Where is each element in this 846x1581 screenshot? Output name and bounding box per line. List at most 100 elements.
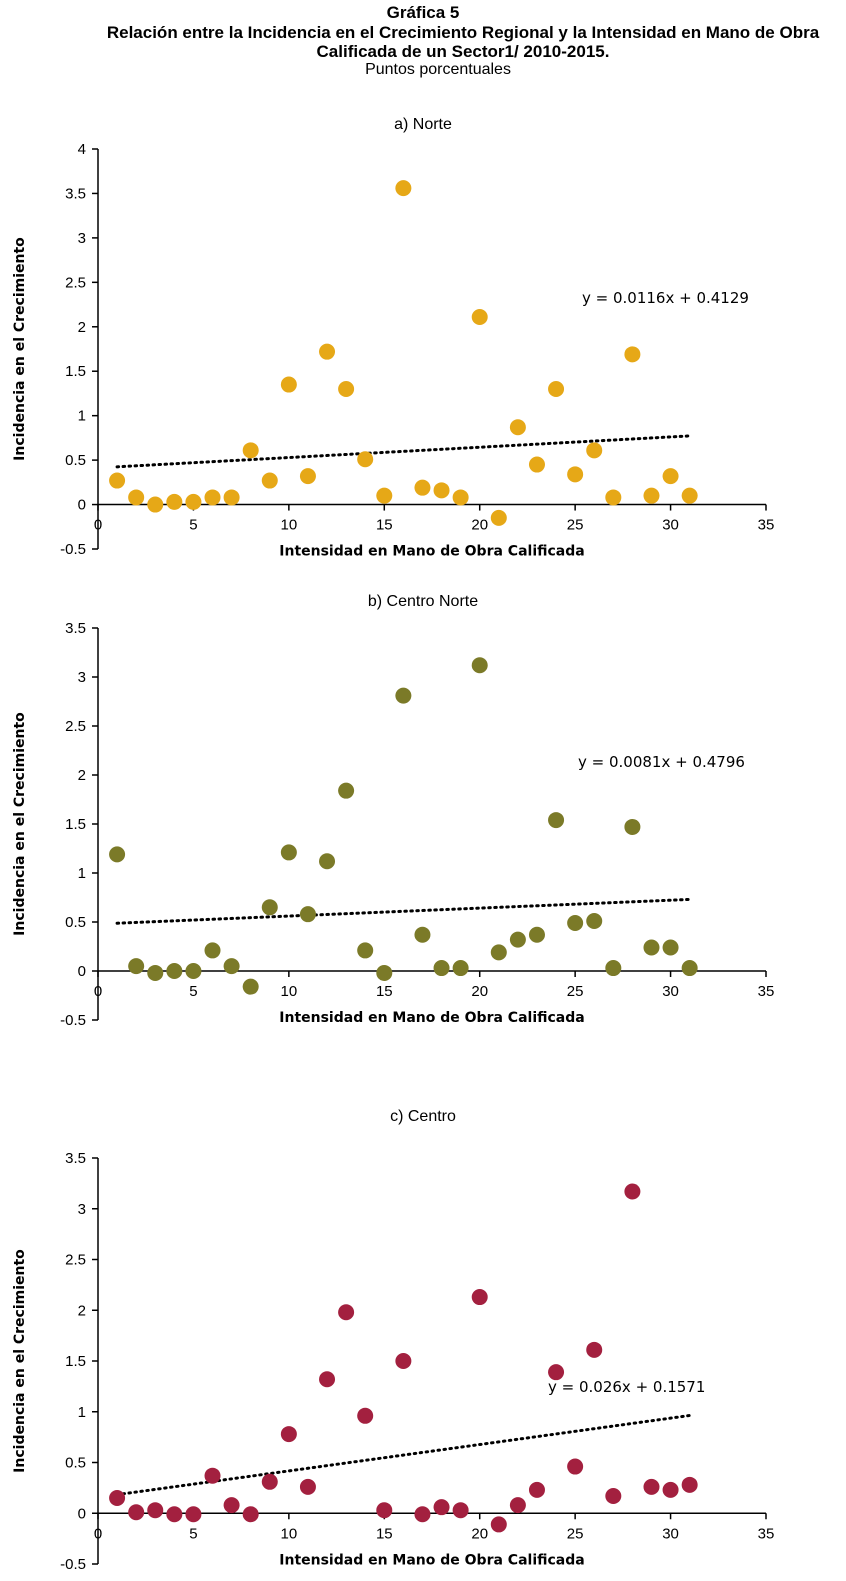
y-tick-label: 2 [78, 319, 86, 336]
data-point [528, 926, 545, 943]
data-point [299, 906, 316, 923]
y-axis-title: Incidencia en el Crecimiento [12, 1249, 28, 1473]
data-point [185, 963, 202, 979]
x-tick-label: 15 [376, 983, 393, 1000]
data-point [395, 1353, 412, 1369]
x-tick-label: 20 [471, 983, 488, 1000]
data-point [414, 1506, 431, 1523]
data-point [261, 1473, 278, 1490]
y-tick-label: 2.5 [65, 1252, 86, 1269]
data-point [395, 180, 412, 197]
data-point [280, 844, 297, 861]
data-point [147, 496, 164, 513]
y-tick-label: 1 [78, 865, 86, 882]
y-tick-label: 0 [78, 963, 86, 980]
data-point [395, 687, 412, 704]
trendline-equation: y = 0.0081x + 0.4796 [578, 753, 745, 771]
data-point [128, 489, 145, 506]
data-point [490, 1516, 507, 1533]
data-point [490, 509, 507, 526]
data-point [223, 958, 240, 975]
data-point [338, 782, 355, 799]
x-tick-label: 30 [662, 1525, 679, 1542]
data-point [605, 489, 622, 506]
scatter-chart-centro-norte: b) Centro Norte -0.5 0 0.5 1 1.5 2 2.5 3 3.5 0 5 10 1… [12, 593, 774, 1029]
data-point [357, 942, 374, 959]
x-tick-label: 0 [94, 517, 102, 534]
data-point [185, 493, 202, 510]
data-point [319, 1371, 336, 1388]
figure-subtitle: Relación entre la Incidencia en el Creci… [106, 23, 820, 61]
data-point [548, 381, 565, 397]
y-tick-label: 2.5 [65, 274, 86, 291]
data-point [681, 1476, 698, 1493]
panel-title: a) Norte [394, 116, 452, 133]
trendline [115, 897, 692, 925]
data-point [109, 1490, 126, 1507]
x-tick-label: 20 [471, 517, 488, 534]
data-point [242, 978, 259, 995]
y-tick-label: 0 [78, 1505, 86, 1522]
data-point [280, 1426, 297, 1443]
data-point [299, 468, 316, 485]
data-point [567, 914, 584, 931]
data-point [166, 493, 183, 510]
chart-header: Gráfica 5 Relación entre la Incidencia e… [0, 0, 846, 79]
x-tick-label: 15 [376, 517, 393, 534]
y-tick-label: 0.5 [65, 452, 86, 469]
data-point [204, 489, 221, 506]
y-tick-label: -0.5 [60, 1556, 86, 1573]
y-tick-label: 1.5 [65, 1353, 86, 1370]
data-point [605, 1487, 622, 1504]
data-point [471, 309, 488, 325]
figure-units: Puntos porcentuales [365, 61, 511, 78]
y-tick-label: 3.5 [65, 620, 86, 637]
y-tick-label: 1.5 [65, 816, 86, 833]
data-point [166, 1506, 183, 1523]
data-point [433, 482, 450, 499]
data-point [490, 944, 507, 961]
y-tick-label: 3 [78, 669, 86, 686]
x-tick-label: 5 [189, 1525, 197, 1542]
trendline [115, 434, 692, 469]
data-point [452, 489, 469, 506]
y-tick-label: 4 [78, 141, 86, 158]
y-tick-label: 0.5 [65, 1455, 86, 1472]
data-point [357, 1407, 374, 1424]
data-point [147, 964, 164, 981]
data-point [147, 1502, 164, 1519]
y-tick-label: 1 [78, 1404, 86, 1421]
trendline-equation: y = 0.026x + 0.1571 [548, 1378, 705, 1396]
data-point [662, 1481, 679, 1498]
y-tick-label: -0.5 [60, 541, 86, 558]
data-point [605, 960, 622, 977]
data-point [128, 958, 145, 975]
data-point [261, 899, 278, 916]
x-tick-label: 5 [189, 983, 197, 1000]
x-tick-label: 0 [94, 983, 102, 1000]
y-axis-title: Incidencia en el Crecimiento [12, 712, 28, 936]
data-point [376, 964, 393, 981]
x-tick-label: 0 [94, 1525, 102, 1542]
y-tick-label: 2 [78, 767, 86, 784]
data-point [376, 487, 393, 504]
data-point [261, 472, 278, 489]
data-point [471, 657, 488, 674]
x-axis-title: Intensidad en Mano de Obra Calificada [279, 544, 584, 560]
data-point [223, 1497, 240, 1514]
y-tick-label: 3 [78, 230, 86, 247]
data-point [433, 1499, 450, 1516]
y-tick-label: 2.5 [65, 718, 86, 735]
data-point [338, 381, 355, 397]
y-axis-title: Incidencia en el Crecimiento [12, 237, 28, 461]
data-point [242, 442, 259, 459]
data-point [109, 472, 126, 489]
data-point [586, 442, 603, 459]
data-point [528, 456, 545, 473]
x-tick-label: 10 [281, 1525, 298, 1542]
y-tick-label: -0.5 [60, 1012, 86, 1029]
data-point [376, 1502, 393, 1519]
x-axis-title: Intensidad en Mano de Obra Calificada [279, 1010, 584, 1026]
data-point [299, 1478, 316, 1495]
data-point [643, 487, 660, 504]
